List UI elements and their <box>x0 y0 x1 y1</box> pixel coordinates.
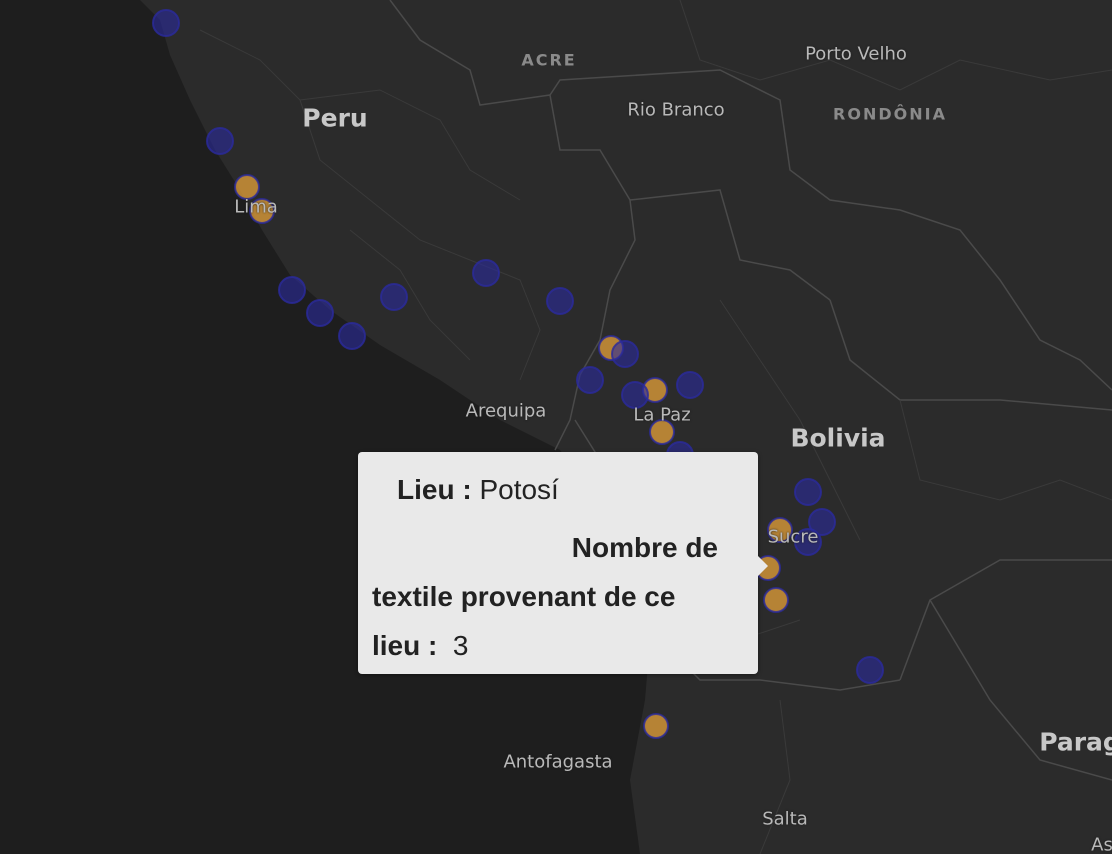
marker-blue[interactable] <box>794 528 822 556</box>
tooltip-count-row: lieu : 3 <box>372 621 744 670</box>
tooltip-lieu-row: Lieu : Potosí <box>372 474 744 506</box>
marker-layer <box>152 9 884 739</box>
marker-blue[interactable] <box>621 381 649 409</box>
marker-orange[interactable] <box>643 713 669 739</box>
tooltip-count-label-text1: Nombre de <box>571 532 718 563</box>
tooltip-arrow <box>758 556 768 576</box>
tooltip-count-label-text3: lieu : <box>372 630 438 661</box>
marker-orange[interactable] <box>249 198 275 224</box>
location-tooltip: Lieu : Potosí Nombre de textile provenan… <box>358 452 768 674</box>
tooltip-lieu-label: Lieu : <box>397 474 472 505</box>
marker-orange[interactable] <box>234 174 260 200</box>
marker-blue[interactable] <box>152 9 180 37</box>
marker-blue[interactable] <box>576 366 604 394</box>
marker-blue[interactable] <box>676 371 704 399</box>
tooltip-count-label-line1: Nombre de <box>372 523 744 572</box>
marker-blue[interactable] <box>546 287 574 315</box>
marker-orange[interactable] <box>763 587 789 613</box>
tooltip-lieu-value: Potosí <box>479 474 559 505</box>
marker-blue[interactable] <box>380 283 408 311</box>
marker-blue[interactable] <box>611 340 639 368</box>
marker-blue[interactable] <box>338 322 366 350</box>
marker-orange[interactable] <box>767 517 793 543</box>
marker-blue[interactable] <box>856 656 884 684</box>
tooltip-count-value: 3 <box>452 630 469 661</box>
marker-blue[interactable] <box>472 259 500 287</box>
marker-blue[interactable] <box>808 508 836 536</box>
marker-blue[interactable] <box>306 299 334 327</box>
marker-orange[interactable] <box>649 419 675 445</box>
marker-blue[interactable] <box>278 276 306 304</box>
tooltip-count-label-text2: textile provenant de ce <box>372 581 676 612</box>
tooltip-count-label-line2: textile provenant de ce <box>372 572 744 621</box>
land <box>140 0 1112 854</box>
marker-blue[interactable] <box>794 478 822 506</box>
marker-blue[interactable] <box>206 127 234 155</box>
